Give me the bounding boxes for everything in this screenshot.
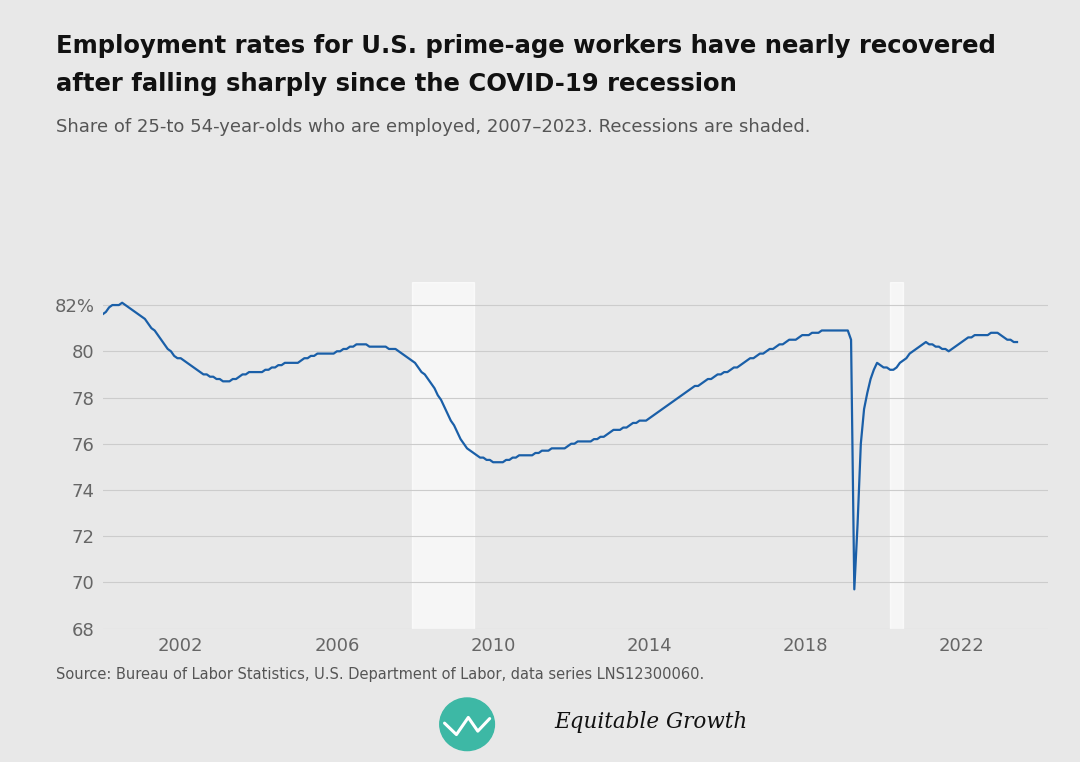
Bar (890, 282, 903, 629)
Text: Source: Bureau of Labor Statistics, U.S. Department of Labor, data series LNS123: Source: Bureau of Labor Statistics, U.S.… (56, 667, 704, 682)
Text: Equitable Growth: Equitable Growth (554, 712, 747, 733)
Text: after falling sharply since the COVID-19 recession: after falling sharply since the COVID-19… (56, 72, 737, 96)
Bar (411, 282, 473, 629)
Text: Employment rates for U.S. prime-age workers have nearly recovered: Employment rates for U.S. prime-age work… (56, 34, 996, 58)
Circle shape (440, 698, 495, 751)
Text: Share of 25-to 54-year-olds who are employed, 2007–2023. Recessions are shaded.: Share of 25-to 54-year-olds who are empl… (56, 118, 811, 136)
